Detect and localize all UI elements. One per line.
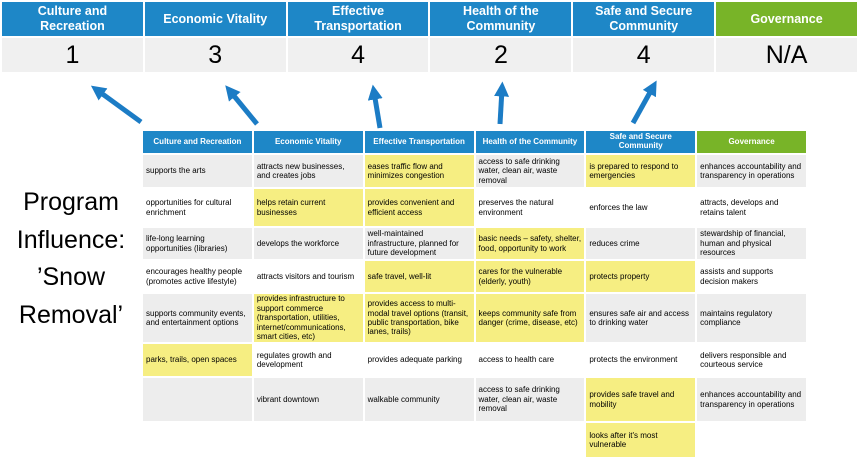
matrix-cell: assists and supports decision makers <box>697 261 806 292</box>
matrix-cell-highlighted: looks after it's most vulnerable <box>586 423 696 457</box>
influence-arrow-1 <box>90 85 143 125</box>
influence-arrows <box>90 80 657 129</box>
matrix-cell: encourages healthy people (promotes acti… <box>143 261 252 292</box>
matrix-cell: well-maintained infrastructure, planned … <box>364 228 474 259</box>
priority-header-governance: Governance <box>716 2 857 36</box>
matrix-cell-highlighted: cares for the vulnerable (elderly, youth… <box>475 261 585 292</box>
priority-score-culture-and-recreation: 1 <box>2 38 143 72</box>
program-label-line-4: Removal’ <box>18 300 124 329</box>
priority-header-economic-vitality: Economic Vitality <box>144 2 286 36</box>
matrix-cell: opportunities for cultural enrichment <box>143 189 252 226</box>
matrix-cell: reduces crime <box>586 228 696 259</box>
influence-arrow-2 <box>225 85 259 126</box>
matrix-cell-highlighted: parks, trails, open spaces <box>143 344 252 376</box>
matrix-cell-highlighted: eases traffic flow and minimizes congest… <box>364 155 474 187</box>
matrix-header-health-of-the-community: Health of the Community <box>475 131 585 153</box>
matrix-cell-highlighted: helps retain current businesses <box>253 189 363 226</box>
program-label-line-2: Influence: <box>16 225 126 254</box>
matrix-cell-highlighted: provides convenient and efficient access <box>364 189 474 226</box>
priority-score-effective-transportation: 4 <box>287 38 429 72</box>
matrix-cell: stewardship of financial, human and phys… <box>697 228 806 259</box>
matrix-cell: access to health care <box>475 344 585 376</box>
matrix-cell: regulates growth and development <box>253 344 363 376</box>
matrix-cell-highlighted: keeps community safe from danger (crime,… <box>475 294 585 342</box>
matrix-cell: supports the arts <box>143 155 252 187</box>
matrix-header-culture-and-recreation: Culture and Recreation <box>143 131 252 153</box>
matrix-cell-highlighted: basic needs – safety, shelter, food, opp… <box>475 228 585 259</box>
priority-header-effective-transportation: Effective Transportation <box>287 2 429 36</box>
program-label-line-3: ’Snow <box>36 263 106 291</box>
priority-score-safe-and-secure-community: 4 <box>573 38 715 72</box>
matrix-cell: attracts, develops and retains talent <box>697 189 806 226</box>
priority-score-governance: N/A <box>716 38 857 72</box>
program-influence-label: Program Influence: ’Snow Removal’ <box>0 184 142 334</box>
matrix-cell-highlighted: provides access to multi-modal travel op… <box>364 294 474 342</box>
influence-matrix: Culture and Recreation Economic Vitality E… <box>143 131 806 457</box>
matrix-cell: supports community events, and entertain… <box>143 294 252 342</box>
score-row: 1 3 4 2 4 N/A <box>2 38 857 72</box>
matrix-cell: attracts visitors and tourism <box>253 261 363 292</box>
matrix-cell <box>143 378 252 421</box>
priority-score-economic-vitality: 3 <box>144 38 286 72</box>
matrix-cell: delivers responsible and courteous servi… <box>697 344 806 376</box>
matrix-cell: walkable community <box>364 378 474 421</box>
matrix-cell: vibrant downtown <box>253 378 363 421</box>
program-label-line-1: Program <box>23 188 119 216</box>
matrix-cell: enforces the law <box>586 189 696 226</box>
priority-score-health-of-the-community: 2 <box>430 38 572 72</box>
matrix-cell: access to safe drinking water, clean air… <box>475 378 585 421</box>
matrix-cell: preserves the natural environment <box>475 189 585 226</box>
matrix-header-safe-and-secure-community: Safe and Secure Community <box>586 131 696 153</box>
priority-header-safe-and-secure-community: Safe and Secure Community <box>573 2 715 36</box>
matrix-cell: provides adequate parking <box>364 344 474 376</box>
matrix-cell-highlighted: safe travel, well-lit <box>364 261 474 292</box>
matrix-cell: protects the environment <box>586 344 696 376</box>
matrix-cell: attracts new businesses, and creates job… <box>253 155 363 187</box>
priority-banner: Culture and Recreation Economic Vitality E… <box>2 2 857 36</box>
matrix-cell <box>143 423 252 457</box>
matrix-cell: maintains regulatory compliance <box>697 294 806 342</box>
matrix-cell <box>253 423 363 457</box>
priority-header-culture-and-recreation: Culture and Recreation <box>2 2 143 36</box>
influence-arrow-5 <box>630 80 657 125</box>
influence-arrow-3 <box>367 84 383 129</box>
matrix-cell: develops the workforce <box>253 228 363 259</box>
influence-arrow-4 <box>494 81 510 125</box>
matrix-cell-highlighted: provides infrastructure to support comme… <box>253 294 363 342</box>
matrix-cell: ensures safe air and access to drinking … <box>586 294 696 342</box>
matrix-cell: enhances accountability and transparency… <box>697 155 806 187</box>
matrix-cell-highlighted: provides safe travel and mobility <box>586 378 696 421</box>
matrix-cell <box>364 423 474 457</box>
matrix-cell-highlighted: is prepared to respond to emergencies <box>586 155 696 187</box>
matrix-header-governance: Governance <box>697 131 806 153</box>
matrix-header-effective-transportation: Effective Transportation <box>364 131 474 153</box>
matrix-cell: access to safe drinking water, clean air… <box>475 155 585 187</box>
matrix-cell: enhances accountability and transparency… <box>697 378 806 421</box>
matrix-cell-highlighted: protects property <box>586 261 696 292</box>
priority-header-health-of-the-community: Health of the Community <box>430 2 572 36</box>
matrix-header-economic-vitality: Economic Vitality <box>253 131 363 153</box>
matrix-cell <box>697 423 806 457</box>
matrix-cell <box>475 423 585 457</box>
matrix-cell: life-long learning opportunities (librar… <box>143 228 252 259</box>
